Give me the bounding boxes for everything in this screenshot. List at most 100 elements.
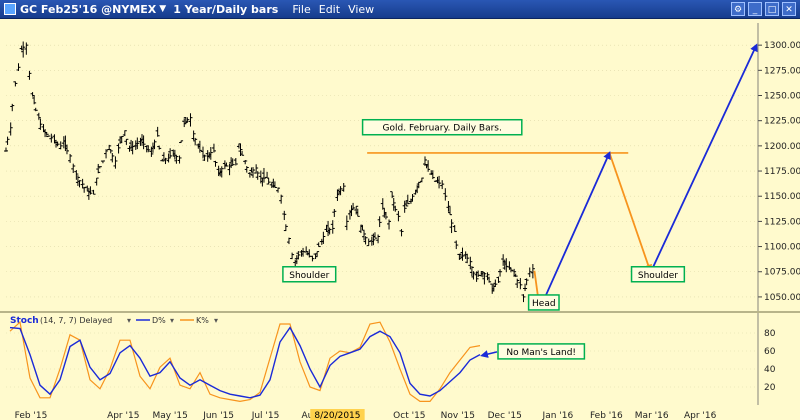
price-bar <box>396 210 401 222</box>
price-bar <box>146 145 151 153</box>
price-bar <box>177 155 182 164</box>
price-bar <box>327 227 332 235</box>
head-label-box <box>527 294 560 311</box>
shoulder-label-3-text: Shoulder <box>638 271 678 281</box>
stoch-params: (14, 7, 7) Delayed <box>40 316 112 325</box>
stoch-params-dropdown-icon: ▾ <box>127 316 131 325</box>
price-bar <box>523 283 528 292</box>
price-axis-label: 1050.00 <box>764 293 800 303</box>
chart-area[interactable]: 1050.00 1075.00 1100.00 1125.00 1150.00 1175.… <box>0 19 800 420</box>
price-bar <box>32 95 37 105</box>
price-bar <box>527 267 532 278</box>
chart-title-label-box <box>361 118 523 136</box>
interval-label[interactable]: 1 Year/Daily bars <box>173 2 279 16</box>
x-axis-label: Nov '15 <box>441 411 475 420</box>
price-bar <box>247 172 252 178</box>
x-axis-label: Jan '16 <box>542 411 574 420</box>
price-bar <box>233 157 238 166</box>
price-bar <box>4 147 8 152</box>
price-bar <box>82 186 87 193</box>
price-bar <box>366 238 371 247</box>
price-bar <box>55 141 60 147</box>
menu-edit[interactable]: Edit <box>318 2 341 16</box>
price-bar <box>380 198 385 210</box>
shoulder-label-3-box <box>630 266 686 283</box>
price-bar <box>443 188 448 201</box>
price-bar <box>68 153 73 163</box>
price-bar <box>243 160 248 165</box>
stoch-axis-label: 40 <box>764 365 776 375</box>
chart-svg[interactable]: 1050.00 1075.00 1100.00 1125.00 1150.00 1175.… <box>0 19 800 420</box>
x-axis-label: May '15 <box>152 411 187 420</box>
price-bar <box>391 197 396 211</box>
price-bar <box>174 155 179 164</box>
price-bar <box>362 230 367 241</box>
price-bar <box>254 164 259 174</box>
price-bar <box>371 233 376 246</box>
price-bar <box>224 162 229 167</box>
maximize-icon[interactable]: □ <box>765 2 779 16</box>
price-bar <box>272 181 277 188</box>
price-bar <box>446 200 451 212</box>
x-axis-label: Feb '15 <box>15 411 48 420</box>
price-bar <box>155 126 160 137</box>
stoch-k-line <box>9 321 481 403</box>
price-bar <box>266 178 271 185</box>
price-bar <box>321 231 326 244</box>
price-bar <box>377 216 382 228</box>
price-bar <box>163 157 168 165</box>
price-bar <box>240 150 245 156</box>
price-bar <box>244 166 249 173</box>
price-bar <box>191 130 196 141</box>
orange-arrow <box>608 152 652 273</box>
price-bar <box>88 186 93 195</box>
no-mans-land-annotation: No Man's Land! <box>480 343 586 360</box>
symbol-label[interactable]: GC Feb25'16 @NYMEX <box>20 2 157 16</box>
price-bar <box>255 171 260 180</box>
close-icon[interactable]: ✕ <box>782 2 796 16</box>
crosshair-date-box <box>310 409 365 420</box>
blue-arrow <box>542 151 611 301</box>
price-bar <box>330 220 335 234</box>
price-bar <box>474 271 479 282</box>
price-bar <box>16 63 21 71</box>
menu-file[interactable]: File <box>292 2 311 16</box>
menu-view[interactable]: View <box>348 2 375 16</box>
price-axis-label: 1100.00 <box>764 243 800 253</box>
price-bar <box>157 145 162 150</box>
price-bar <box>229 157 234 169</box>
price-bar <box>172 149 177 160</box>
shoulder-label-3: Shoulder <box>630 266 686 283</box>
symbol-dropdown-icon[interactable]: ▼ <box>159 4 167 14</box>
price-bar <box>230 158 235 166</box>
price-axis-label: 1300.00 <box>764 41 800 51</box>
price-bar <box>496 276 501 283</box>
price-bar <box>107 144 112 151</box>
price-bar <box>188 113 193 127</box>
price-bar <box>38 118 43 130</box>
price-bar <box>96 163 101 174</box>
price-bar <box>493 279 498 287</box>
price-bar <box>213 160 218 167</box>
price-bar <box>487 276 492 283</box>
price-bar <box>21 41 26 58</box>
price-bar <box>387 219 392 230</box>
price-bar <box>5 136 10 145</box>
price-axis-label: 1125.00 <box>764 217 800 227</box>
price-bar <box>390 191 395 199</box>
price-bar <box>193 137 198 146</box>
price-bar <box>426 160 431 172</box>
legend-d-dropdown-icon: ▾ <box>170 316 174 325</box>
price-bar <box>168 148 173 159</box>
price-bar <box>296 251 301 260</box>
price-bar <box>430 170 435 180</box>
minimize-icon[interactable]: _ <box>748 2 762 16</box>
shoulder-label-1: Shoulder <box>282 266 337 283</box>
price-bar <box>344 215 349 231</box>
price-bar <box>515 278 520 288</box>
window-titlebar: GC Feb25'16 @NYMEX ▼ 1 Year/Daily bars F… <box>0 0 800 19</box>
settings-icon[interactable]: ⚙ <box>731 2 745 16</box>
price-bar <box>468 256 473 270</box>
chart-title-label-text: Gold. February. Daily Bars. <box>383 124 502 134</box>
chart-title-label: Gold. February. Daily Bars. <box>361 118 523 136</box>
